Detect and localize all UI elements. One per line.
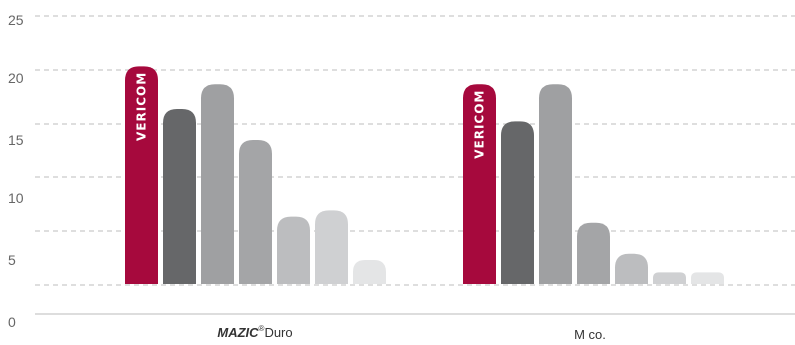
- y-tick-label: 0: [8, 314, 16, 330]
- bar: [463, 84, 496, 284]
- y-tick-label: 10: [8, 190, 24, 206]
- bar: [501, 121, 534, 285]
- bar: [239, 140, 272, 284]
- y-axis-tick-labels: 0 5 10 15 20 25: [8, 12, 24, 330]
- bar-brand-label: VERICOM: [473, 90, 487, 159]
- bar: [163, 109, 196, 284]
- category-label-suffix: Duro: [264, 325, 292, 340]
- category-label-registered-mark: ®: [259, 324, 265, 333]
- bar: [653, 272, 686, 284]
- bar-brand-label: VERICOM: [135, 72, 149, 141]
- category-labels: MAZIC®Duro M co.: [217, 324, 606, 342]
- bar: [353, 260, 386, 284]
- bar: [125, 66, 158, 285]
- bar: [201, 84, 234, 284]
- grid-lines: [35, 15, 795, 286]
- bar: [615, 253, 648, 284]
- y-tick-label: 25: [8, 12, 24, 28]
- bar: [277, 216, 310, 284]
- y-tick-label: 5: [8, 252, 16, 268]
- bar: [691, 272, 724, 284]
- category-label-m-co: M co.: [574, 327, 606, 342]
- y-tick-label: 15: [8, 132, 24, 148]
- bars: VERICOM VERICOM: [125, 66, 724, 285]
- bar: [577, 222, 610, 284]
- y-tick-label: 20: [8, 70, 24, 86]
- bar: [315, 210, 348, 284]
- category-label-mazic-duro: MAZIC®Duro: [217, 324, 292, 340]
- bar: [539, 84, 572, 284]
- category-label-brand: MAZIC: [217, 325, 259, 340]
